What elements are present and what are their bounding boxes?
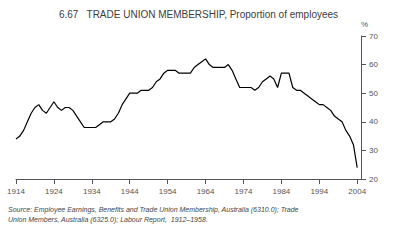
svg-text:1954: 1954 xyxy=(159,187,177,196)
svg-text:1964: 1964 xyxy=(197,187,215,196)
svg-text:40: 40 xyxy=(369,117,378,126)
svg-text:1944: 1944 xyxy=(121,187,139,196)
svg-text:20: 20 xyxy=(369,175,378,184)
svg-text:6.67 TRADE UNION MEMBERSHIP,: 6.67 TRADE UNION MEMBERSHIP, Proportion … xyxy=(59,9,338,20)
svg-text:%: % xyxy=(361,20,368,29)
svg-text:50: 50 xyxy=(369,89,378,98)
svg-text:Union Members, Australia (6325: Union Members, Australia (6325.0); Labou… xyxy=(8,216,208,224)
svg-text:1974: 1974 xyxy=(235,187,253,196)
svg-text:1914: 1914 xyxy=(7,187,25,196)
svg-text:1934: 1934 xyxy=(83,187,101,196)
svg-text:30: 30 xyxy=(369,146,378,155)
svg-text:1984: 1984 xyxy=(272,187,290,196)
svg-text:Source: Employee Earnings, Ben: Source: Employee Earnings, Benefits and … xyxy=(8,206,299,214)
svg-text:60: 60 xyxy=(369,60,378,69)
svg-text:1994: 1994 xyxy=(310,187,328,196)
svg-text:70: 70 xyxy=(369,32,378,41)
svg-text:1924: 1924 xyxy=(45,187,63,196)
svg-text:2004: 2004 xyxy=(348,187,366,196)
